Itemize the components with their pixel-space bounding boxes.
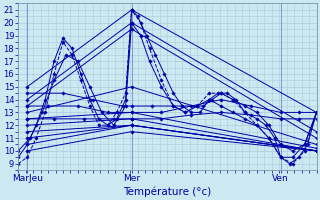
X-axis label: Température (°c): Température (°c) — [123, 186, 212, 197]
